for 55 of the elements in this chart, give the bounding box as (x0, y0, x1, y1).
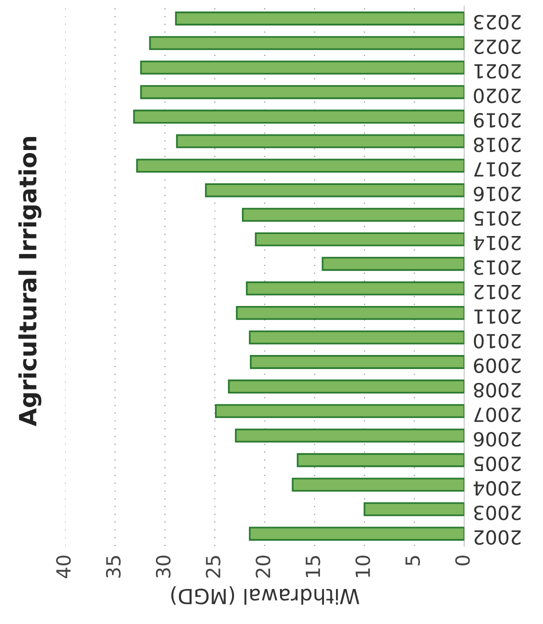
bar (136, 158, 464, 173)
y-tick-label: 2006 (474, 432, 521, 447)
x-tick-label: 25 (206, 556, 220, 578)
bar (254, 232, 464, 246)
x-axis-title: Withdrawal (MGD) (171, 586, 360, 605)
bar (140, 60, 464, 75)
y-tick-label: 2004 (474, 481, 521, 496)
y-tick-label: 2017 (474, 162, 521, 177)
y-tick-label: 2005 (474, 456, 521, 472)
y-tick-label: 2010 (474, 334, 521, 349)
bar (176, 134, 464, 148)
y-tick-label: 2023 (474, 14, 521, 30)
bar (175, 12, 464, 26)
x-tick-label: 15 (306, 556, 320, 577)
y-tick-label: 2022 (474, 39, 521, 54)
y-tick-label: 2021 (474, 64, 521, 79)
y-tick-label: 2020 (474, 88, 521, 104)
bar (246, 281, 464, 296)
y-tick-label: 2013 (474, 260, 521, 275)
y-tick-label: 2011 (474, 309, 521, 324)
y-tick-label: 2002 (474, 530, 521, 545)
bar (228, 380, 464, 394)
bar (296, 453, 464, 468)
y-tick-label: 2018 (474, 138, 521, 152)
x-tick-label: 0 (455, 556, 470, 566)
y-tick-label: 2008 (474, 382, 521, 398)
y-tick-label: 2016 (474, 186, 521, 202)
bar (234, 428, 464, 443)
bar (133, 110, 464, 124)
x-tick-label: 20 (256, 556, 270, 578)
bar (248, 330, 464, 344)
y-tick-label: 2019 (474, 113, 521, 128)
y-tick-label: 2003 (474, 506, 521, 520)
bar (322, 256, 464, 271)
x-tick-label: 5 (406, 556, 420, 566)
bar (248, 526, 464, 541)
x-tick-label: 10 (355, 556, 370, 577)
y-tick-label: 2012 (474, 284, 521, 300)
bar (149, 36, 464, 50)
y-tick-label: 2007 (474, 407, 521, 422)
y-tick-label: 2015 (474, 211, 521, 226)
x-tick-label: 30 (156, 556, 171, 578)
bar (242, 208, 464, 222)
y-tick-label: 2009 (474, 358, 521, 374)
bar (205, 183, 464, 198)
bar (250, 355, 464, 369)
x-tick-label: 35 (106, 556, 121, 578)
bar (214, 404, 464, 418)
bar (292, 478, 464, 492)
text: Agricultural Irrigation (18, 137, 42, 426)
x-tick-label: 40 (56, 556, 71, 578)
y-tick-label: 2014 (474, 236, 521, 250)
bar (140, 85, 464, 100)
bar (236, 306, 464, 320)
bar (364, 502, 464, 516)
